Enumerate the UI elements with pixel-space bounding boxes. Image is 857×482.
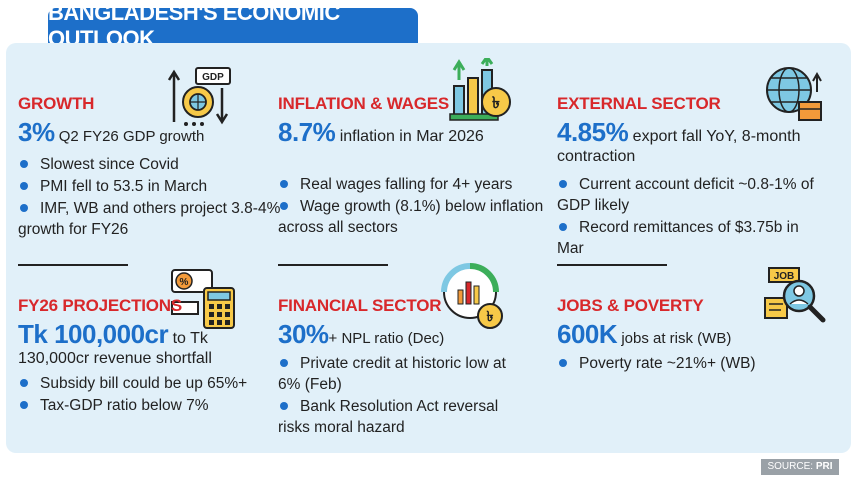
bullet-dot [280,180,288,189]
bullet-dot [559,223,567,232]
section-headline: 600K jobs at risk (WB) [557,321,832,349]
list-item: IMF, WB and others project 3.8-4% growth… [18,200,281,238]
section-title: GROWTH [18,94,95,113]
section-title: FINANCIAL SECTOR [278,296,442,315]
headline-figure: 600K [557,319,618,349]
divider [557,264,667,266]
svg-text:৳: ৳ [487,308,494,324]
bullet-dot [20,204,28,213]
headline-text: jobs at risk (WB) [617,330,732,347]
bullet-list: Poverty rate ~21%+ (WB) [557,353,832,375]
bullet-dot [20,379,28,388]
section-title: INFLATION & WAGES [278,94,449,113]
svg-text:JOB: JOB [774,271,795,282]
page-title: BANGLADESH'S ECONOMIC OUTLOOK [48,0,340,51]
section-headline: 30%+ NPL ratio (Dec) [278,321,553,349]
bullet-list: Subsidy bill could be up 65%+ Tax-GDP ra… [18,373,253,417]
section-headline: Tk 100,000cr to Tk 130,000cr revenue sho… [18,321,258,369]
headline-figure: 8.7% [278,117,336,147]
list-item: Private credit at historic low at 6% (Fe… [278,355,506,393]
bullet-dot [559,180,567,189]
list-item: Slowest since Covid [18,154,293,175]
list-item: Tax-GDP ratio below 7% [18,395,253,416]
calculator-icon: % [171,269,235,329]
list-item: Current account deficit ~0.8-1% of GDP l… [557,176,814,214]
gdp-chart-icon: GDP [167,67,231,126]
headline-text: to Tk 130,000cr revenue shortfall [18,330,212,367]
svg-text:GDP: GDP [202,72,224,83]
svg-text:%: % [180,277,189,288]
section-headline: 3% Q2 FY26 GDP growth [18,119,293,147]
section-title: EXTERNAL SECTOR [557,94,721,113]
divider [278,264,388,266]
headline-figure: Tk 100,000cr [18,319,169,349]
list-item: Bank Resolution Act reversal risks moral… [278,398,499,436]
list-item: Wage growth (8.1%) below inflation acros… [278,198,544,236]
headline-figure: 30% [278,319,329,349]
globe-export-icon [766,67,822,121]
bullet-dot [280,402,288,411]
headline-figure: 3% [18,117,55,147]
bullet-list: Current account deficit ~0.8-1% of GDP l… [557,174,827,260]
rising-prices-icon: ৳ [449,58,511,121]
section-title: JOBS & POVERTY [557,296,704,315]
svg-text:৳: ৳ [492,95,500,112]
bullet-list: Private credit at historic low at 6% (Fe… [278,353,523,439]
list-item: Subsidy bill could be up 65%+ [18,373,253,394]
bullet-dot [280,202,288,211]
section-headline: 4.85% export fall YoY, 8-month contracti… [557,119,827,167]
headline-text: inflation in Mar 2026 [335,128,484,145]
financial-chart-icon: ৳ [441,263,503,329]
headline-text: + NPL ratio (Dec) [328,330,445,347]
list-item: Real wages falling for 4+ years [278,174,553,195]
bullet-dot [20,401,28,410]
title-banner: BANGLADESH'S ECONOMIC OUTLOOK [48,0,418,51]
content-panel [6,43,851,453]
section-headline: 8.7% inflation in Mar 2026 [278,119,518,147]
job-search-icon: JOB [764,267,826,323]
list-item: Poverty rate ~21%+ (WB) [557,353,832,374]
headline-figure: 4.85% [557,117,629,147]
section-title: FY26 PROJECTIONS [18,296,183,315]
bullet-list: Real wages falling for 4+ years Wage gro… [278,174,553,239]
bullet-dot [20,160,28,169]
list-item: PMI fell to 53.5 in March [18,176,293,197]
source-badge: SOURCE: PRI [761,459,839,475]
bullet-list: Slowest since Covid PMI fell to 53.5 in … [18,154,293,241]
headline-text: Q2 FY26 GDP growth [54,128,205,145]
source-value: PRI [815,461,833,472]
headline-text: export fall YoY, 8-month contraction [557,128,801,165]
bullet-dot [280,359,288,368]
divider [18,264,128,266]
list-item: Record remittances of $3.75b in Mar [557,219,799,257]
source-label: SOURCE: [767,461,816,472]
bullet-dot [559,359,567,368]
bullet-dot [20,182,28,191]
